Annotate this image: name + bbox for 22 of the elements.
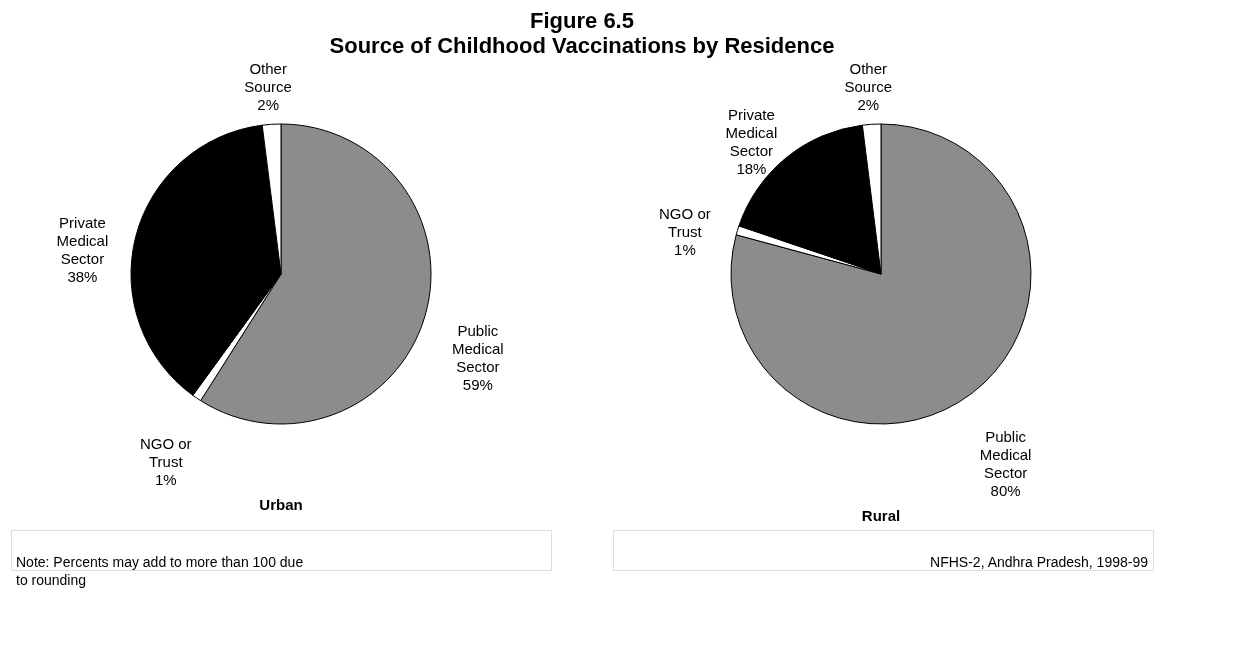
data-label: 2% bbox=[857, 96, 880, 114]
slice-label: NGO or Trust bbox=[659, 205, 711, 241]
data-label: 59% bbox=[462, 376, 493, 394]
slice-label: NGO or Trust bbox=[139, 434, 192, 470]
data-label: 2% bbox=[257, 96, 279, 114]
slice-label: Public Medical Sector bbox=[979, 427, 1032, 481]
data-label: 1% bbox=[154, 470, 177, 488]
data-label: 38% bbox=[67, 268, 98, 286]
text: Urban bbox=[259, 495, 303, 513]
text: Note: Percents may add to more than 100 due to rounding bbox=[16, 554, 304, 588]
slice-label: Private Medical Sector bbox=[725, 106, 778, 160]
slice-label: Private Medical Sector bbox=[56, 214, 109, 268]
text: Source of Childhood Vaccinations by Residence bbox=[329, 33, 835, 59]
slice-label: Public Medical Sector bbox=[452, 322, 504, 376]
slice-label: Other Source bbox=[844, 60, 893, 96]
text: NFHS-2, Andhra Pradesh, 1998-99 bbox=[930, 554, 1149, 570]
data-label: 18% bbox=[736, 160, 767, 178]
text: Rural bbox=[861, 506, 901, 524]
data-label: 80% bbox=[990, 481, 1021, 499]
slice-label: Other Source bbox=[244, 60, 292, 96]
text: Figure 6.5 bbox=[530, 8, 634, 34]
data-label: 1% bbox=[674, 241, 696, 259]
